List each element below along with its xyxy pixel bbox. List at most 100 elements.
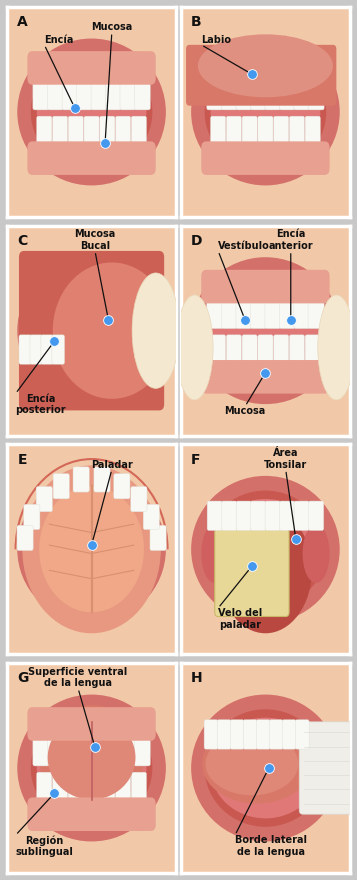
- FancyBboxPatch shape: [116, 116, 131, 148]
- FancyBboxPatch shape: [134, 77, 150, 110]
- FancyBboxPatch shape: [131, 773, 146, 803]
- Ellipse shape: [219, 57, 312, 104]
- Text: G: G: [17, 671, 29, 686]
- Ellipse shape: [53, 262, 171, 399]
- Ellipse shape: [211, 62, 320, 162]
- FancyBboxPatch shape: [207, 77, 223, 110]
- FancyBboxPatch shape: [100, 773, 115, 803]
- FancyBboxPatch shape: [116, 773, 131, 803]
- Text: Paladar: Paladar: [91, 459, 133, 470]
- FancyBboxPatch shape: [143, 504, 160, 530]
- FancyBboxPatch shape: [211, 116, 226, 148]
- Ellipse shape: [205, 490, 326, 608]
- Ellipse shape: [202, 724, 312, 803]
- Ellipse shape: [205, 53, 326, 171]
- FancyBboxPatch shape: [221, 77, 237, 110]
- Ellipse shape: [318, 295, 355, 400]
- Text: A: A: [17, 16, 28, 29]
- Text: Región
sublingual: Región sublingual: [16, 835, 74, 857]
- FancyBboxPatch shape: [280, 295, 295, 328]
- FancyBboxPatch shape: [258, 116, 273, 148]
- FancyBboxPatch shape: [215, 528, 289, 617]
- FancyBboxPatch shape: [68, 116, 84, 148]
- FancyBboxPatch shape: [47, 732, 63, 766]
- Ellipse shape: [191, 694, 340, 841]
- FancyBboxPatch shape: [221, 295, 237, 328]
- Ellipse shape: [201, 524, 228, 583]
- FancyBboxPatch shape: [290, 335, 305, 366]
- FancyBboxPatch shape: [294, 295, 310, 328]
- FancyBboxPatch shape: [186, 45, 336, 106]
- FancyBboxPatch shape: [52, 773, 67, 803]
- FancyBboxPatch shape: [52, 116, 67, 148]
- FancyBboxPatch shape: [265, 501, 280, 531]
- FancyBboxPatch shape: [230, 720, 244, 749]
- FancyBboxPatch shape: [207, 295, 223, 328]
- FancyBboxPatch shape: [27, 797, 156, 831]
- Ellipse shape: [198, 34, 333, 98]
- FancyBboxPatch shape: [37, 116, 52, 148]
- FancyBboxPatch shape: [131, 116, 146, 148]
- FancyBboxPatch shape: [222, 501, 237, 531]
- FancyBboxPatch shape: [120, 77, 136, 110]
- FancyBboxPatch shape: [91, 77, 107, 110]
- FancyBboxPatch shape: [19, 335, 32, 364]
- FancyBboxPatch shape: [24, 504, 40, 530]
- Ellipse shape: [211, 281, 320, 381]
- FancyBboxPatch shape: [33, 732, 49, 766]
- Text: Vestíbulo: Vestíbulo: [218, 241, 270, 251]
- Ellipse shape: [39, 705, 144, 810]
- FancyBboxPatch shape: [134, 732, 150, 766]
- FancyBboxPatch shape: [30, 335, 42, 364]
- Ellipse shape: [139, 611, 357, 880]
- Text: D: D: [191, 234, 203, 248]
- Ellipse shape: [45, 57, 138, 104]
- FancyBboxPatch shape: [27, 51, 156, 84]
- FancyBboxPatch shape: [294, 501, 309, 531]
- Text: H: H: [191, 671, 203, 686]
- Ellipse shape: [45, 121, 138, 166]
- FancyBboxPatch shape: [201, 142, 330, 175]
- FancyBboxPatch shape: [305, 335, 320, 366]
- Ellipse shape: [259, 520, 272, 545]
- FancyBboxPatch shape: [201, 51, 330, 84]
- FancyBboxPatch shape: [37, 773, 52, 803]
- FancyBboxPatch shape: [100, 116, 115, 148]
- Ellipse shape: [191, 39, 340, 186]
- Text: Mucosa
Bucal: Mucosa Bucal: [74, 230, 116, 251]
- Text: Mucosa: Mucosa: [91, 22, 132, 33]
- FancyBboxPatch shape: [294, 77, 310, 110]
- Ellipse shape: [206, 732, 298, 796]
- FancyBboxPatch shape: [73, 467, 89, 492]
- Ellipse shape: [37, 281, 146, 381]
- FancyBboxPatch shape: [207, 501, 222, 531]
- Ellipse shape: [17, 476, 166, 623]
- Ellipse shape: [31, 490, 152, 608]
- FancyBboxPatch shape: [269, 720, 283, 749]
- Text: Mucosa: Mucosa: [225, 407, 266, 416]
- Text: Área
Tonsilar: Área Tonsilar: [264, 448, 307, 470]
- FancyBboxPatch shape: [27, 708, 156, 741]
- FancyBboxPatch shape: [211, 335, 226, 366]
- Text: Encía
posterior: Encía posterior: [16, 393, 66, 415]
- FancyBboxPatch shape: [76, 77, 92, 110]
- FancyBboxPatch shape: [295, 720, 309, 749]
- Ellipse shape: [31, 272, 152, 390]
- FancyBboxPatch shape: [308, 77, 324, 110]
- FancyBboxPatch shape: [201, 270, 330, 304]
- Ellipse shape: [0, 173, 218, 488]
- FancyBboxPatch shape: [76, 732, 92, 766]
- Ellipse shape: [22, 466, 161, 634]
- Ellipse shape: [132, 273, 179, 388]
- FancyBboxPatch shape: [308, 501, 324, 531]
- Ellipse shape: [0, 611, 218, 880]
- Ellipse shape: [191, 476, 340, 623]
- Ellipse shape: [37, 62, 146, 162]
- Ellipse shape: [0, 0, 218, 269]
- FancyBboxPatch shape: [17, 525, 33, 551]
- Ellipse shape: [0, 392, 218, 707]
- FancyBboxPatch shape: [273, 116, 289, 148]
- FancyBboxPatch shape: [256, 720, 270, 749]
- Text: B: B: [191, 16, 202, 29]
- Ellipse shape: [219, 121, 312, 166]
